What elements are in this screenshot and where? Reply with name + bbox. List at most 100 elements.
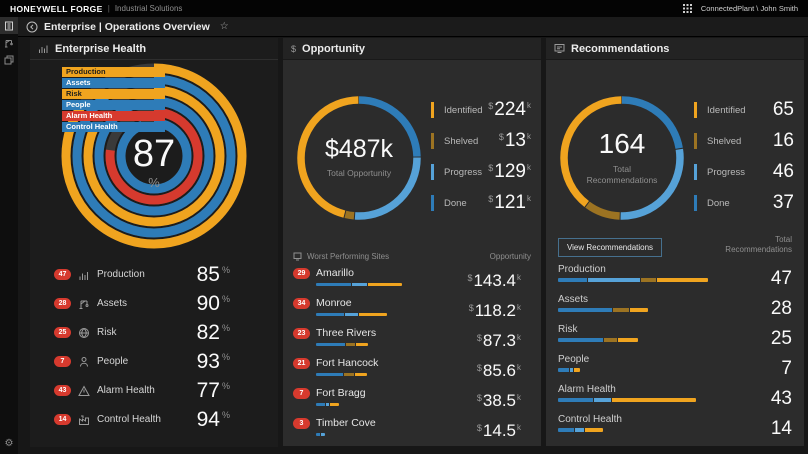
overall-health-score: 87 %	[114, 135, 194, 190]
dollar-icon: $	[291, 43, 297, 54]
legend-item-identified: Identified 65	[694, 100, 794, 131]
category-value: 47	[770, 268, 792, 289]
sidebar-item-layers[interactable]	[0, 51, 18, 68]
legend-tick	[694, 195, 697, 211]
recommendation-categories: Production 47 Assets 28 Risk 25 People 7…	[558, 262, 792, 442]
unit-suffix: k	[517, 393, 521, 402]
metric-unit: %	[221, 323, 230, 333]
site-name: Fort Bragg	[316, 387, 366, 399]
ring-label-alarm-health: Alarm Health	[62, 111, 165, 121]
site-value: 14.5	[482, 421, 516, 440]
enterprise-health-header: Enterprise Health	[30, 38, 278, 60]
metric-row-risk[interactable]: 25 Risk 82%	[30, 318, 278, 347]
category-label: People	[558, 354, 590, 365]
sidebar-item-enterprise[interactable]	[0, 17, 18, 34]
opportunity-donut-chart	[297, 96, 421, 220]
metric-value: 82	[196, 321, 220, 344]
unit-suffix: k	[517, 333, 521, 342]
count-badge: 28	[54, 298, 71, 309]
category-row-risk[interactable]: Risk 25	[558, 322, 792, 352]
site-opportunity-bar	[316, 283, 403, 286]
site-row-timber-cove[interactable]: 3 Timber Cove $14.5 k	[293, 414, 531, 444]
metric-row-people[interactable]: 7 People 93%	[30, 347, 278, 376]
people-icon	[78, 356, 90, 368]
site-value: 118.2	[474, 301, 516, 320]
site-name: Amarillo	[316, 267, 354, 279]
category-row-assets[interactable]: Assets 28	[558, 292, 792, 322]
legend-label: Done	[444, 198, 467, 209]
metric-row-assets[interactable]: 28 Assets 90%	[30, 289, 278, 318]
category-bar	[558, 278, 709, 282]
currency-prefix: $	[476, 363, 482, 373]
factory-icon	[78, 414, 90, 426]
risk-globe-icon	[78, 327, 90, 339]
ring-label-risk: Risk	[62, 89, 165, 99]
view-recommendations-button[interactable]: View Recommendations	[558, 238, 662, 257]
score-value: 87	[132, 133, 176, 175]
metric-row-control-health[interactable]: 14 Control Health 94%	[30, 405, 278, 434]
metric-value: 93	[196, 350, 220, 373]
settings-gear-icon[interactable]: ⚙	[4, 438, 14, 449]
currency-prefix: $	[488, 194, 494, 204]
count-badge: 3	[293, 417, 310, 429]
site-row-fort-bragg[interactable]: 7 Fort Bragg $38.5 k	[293, 384, 531, 414]
category-row-people[interactable]: People 7	[558, 352, 792, 382]
unit-suffix: k	[517, 423, 521, 432]
recommendation-icon	[554, 43, 565, 54]
category-row-production[interactable]: Production 47	[558, 262, 792, 292]
site-opportunity-bar	[316, 373, 368, 376]
currency-prefix: $	[467, 273, 473, 283]
crane-icon	[4, 38, 14, 48]
topbar: HONEYWELL FORGE | Industrial Solutions C…	[0, 0, 808, 17]
honeywell-forge-logo: HONEYWELL FORGE	[10, 3, 103, 14]
count-badge: 25	[54, 327, 71, 338]
site-opportunity-bar	[316, 433, 325, 436]
brand-group: HONEYWELL FORGE | Industrial Solutions	[10, 4, 182, 14]
account-menu[interactable]: ConnectedPlant \ John Smith	[700, 4, 798, 13]
site-row-three-rivers[interactable]: 23 Three Rivers $87.3 k	[293, 324, 531, 354]
ring-label-control-health: Control Health	[62, 122, 165, 132]
ring-label-assets: Assets	[62, 78, 165, 88]
category-row-alarm-health[interactable]: Alarm Health 43	[558, 382, 792, 412]
legend-value: 121	[494, 192, 526, 213]
count-badge: 21	[293, 357, 310, 369]
site-row-monroe[interactable]: 34 Monroe $118.2 k	[293, 294, 531, 324]
recommendations-header: Recommendations	[546, 38, 804, 60]
metric-value: 90	[196, 292, 220, 315]
legend-tick	[694, 133, 697, 149]
site-opportunity-bar	[316, 403, 340, 406]
site-name: Fort Hancock	[316, 357, 379, 369]
site-opportunity-bar	[316, 343, 369, 346]
currency-prefix: $	[468, 303, 474, 313]
site-name: Timber Cove	[316, 417, 376, 429]
sidebar-item-assets[interactable]	[0, 34, 18, 51]
metric-row-alarm-health[interactable]: 43 Alarm Health 77%	[30, 376, 278, 405]
legend-label: Shelved	[707, 136, 742, 147]
unit-suffix: k	[517, 303, 521, 312]
category-row-control-health[interactable]: Control Health 14	[558, 412, 792, 442]
legend-tick	[431, 133, 434, 149]
legend-tick	[431, 102, 434, 118]
sites-icon	[293, 252, 302, 261]
score-unit: %	[148, 175, 160, 190]
metric-label: Production	[97, 269, 145, 280]
category-value: 14	[770, 418, 792, 439]
legend-value: 13	[504, 130, 526, 151]
count-badge: 14	[54, 414, 71, 425]
category-value: 25	[770, 328, 792, 349]
total-recommendations-column-header: Total Recommendations	[725, 235, 792, 255]
opportunity-legend: Identified $224 k Shelved $13 k Progress $…	[431, 100, 531, 224]
favorite-star-icon[interactable]: ☆	[219, 21, 229, 32]
apps-grid-icon[interactable]	[682, 4, 692, 13]
recommendations-title: Recommendations	[571, 42, 670, 55]
legend-label: Done	[707, 198, 730, 209]
metric-row-production[interactable]: 47 Production 85%	[30, 260, 278, 289]
metric-label: Control Health	[97, 414, 161, 425]
worst-performing-sites: Worst Performing Sites Opportunity 29 Ama…	[293, 248, 531, 444]
site-value: 38.5	[482, 391, 516, 410]
count-badge: 7	[54, 356, 71, 367]
back-icon[interactable]	[26, 21, 38, 33]
unit-suffix: k	[527, 163, 531, 172]
site-row-amarillo[interactable]: 29 Amarillo $143.4 k	[293, 264, 531, 294]
site-row-fort-hancock[interactable]: 21 Fort Hancock $85.6 k	[293, 354, 531, 384]
